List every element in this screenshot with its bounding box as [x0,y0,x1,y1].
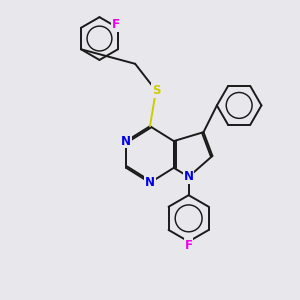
Text: N: N [145,176,155,189]
Text: F: F [184,238,193,252]
Text: F: F [112,18,120,32]
Text: N: N [184,170,194,183]
Text: S: S [152,84,160,97]
Text: N: N [121,135,131,148]
